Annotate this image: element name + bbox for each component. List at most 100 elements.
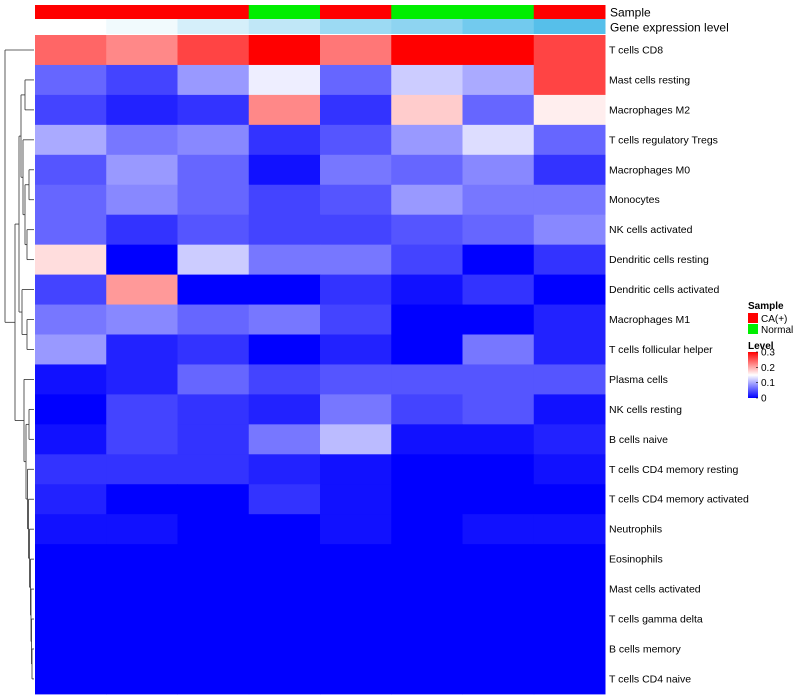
row-label: T cells gamma delta [609,614,703,626]
heatmap-cell [533,574,606,605]
heatmap-cell [106,663,178,695]
heatmap-cell [35,394,107,425]
legend-swatch [748,313,758,323]
heatmap-cell [177,424,250,455]
heatmap-cell [320,574,392,605]
heatmap-cell [35,424,107,455]
heatmap-cell [462,634,535,665]
heatmap-cell [462,364,535,395]
heatmap-cell [462,154,535,186]
heatmap-cell [533,64,606,96]
heatmap-cell [320,124,392,156]
heatmap-cell [106,184,178,216]
sample-annotation-cell [533,5,606,19]
legend-tick-label: 0.1 [761,378,775,389]
legend-tick-label: 0 [761,394,767,405]
heatmap-cell [106,544,178,575]
heatmap-cell [391,94,463,126]
heatmap-cell [533,484,606,515]
heatmap-cell [320,424,392,455]
heatmap-cell [248,304,321,335]
heatmap-cell [248,274,321,306]
sample-annotation-cell [462,5,535,19]
heatmap-cell [391,124,463,156]
heatmap-cell [106,634,178,665]
heatmap-cell [106,154,178,186]
heatmap-cell [106,574,178,605]
heatmap-cell [320,663,392,695]
annotation-bars [35,5,606,34]
row-label: T cells follicular helper [609,344,713,356]
heatmap-cell [35,184,107,216]
row-label: Macrophages M0 [609,164,690,176]
heatmap-cell [320,604,392,635]
heatmap-cell [106,304,178,335]
heatmap-cell [462,514,535,545]
sample-annotation-cell [35,5,107,19]
heatmap-cell [35,94,107,126]
heatmap-cell [533,35,606,66]
heatmap-cell [533,214,606,246]
heatmap-cell [35,634,107,665]
heatmap-cell [391,274,463,306]
heatmap-cell [177,124,250,156]
heatmap-cell [320,214,392,246]
expression-annotation-cell [177,19,250,34]
heatmap-cell [106,484,178,515]
heatmap-cell [391,214,463,246]
heatmap-cell [391,514,463,545]
row-label: NK cells activated [609,224,693,236]
heatmap-cell [320,634,392,665]
heatmap-cell [462,334,535,365]
heatmap-cell [177,394,250,425]
heatmap-cell [462,394,535,425]
heatmap-cell [106,214,178,246]
heatmap-cell [320,35,392,66]
heatmap-cell [320,184,392,216]
heatmap-cell [533,364,606,395]
heatmap-cell [533,634,606,665]
heatmap-cell [177,64,250,96]
heatmap-cell [533,94,606,126]
expression-annotation-cell [391,19,463,34]
heatmap-cell [35,364,107,395]
heatmap-cell [106,274,178,306]
heatmap-cell [533,514,606,545]
heatmap-cell [106,35,178,66]
row-labels: T cells CD8 Mast cells resting Macrophages… [609,44,749,685]
row-label: T cells CD4 memory resting [609,464,738,476]
heatmap-cell [248,634,321,665]
heatmap-cell [462,424,535,455]
heatmap-cell [533,154,606,186]
expression-annotation-cell [462,19,535,34]
heatmap-cell [248,94,321,126]
heatmap-cell [320,394,392,425]
heatmap-cell [35,663,107,695]
heatmap-cell [106,124,178,156]
heatmap-cell [533,274,606,306]
legend-item-label: Normal [761,325,793,336]
heatmap-cell [533,334,606,365]
sample-annotation-cell [320,5,392,19]
heatmap-cell [533,244,606,276]
heatmap-cell [35,64,107,96]
heatmap-cell [320,94,392,126]
heatmap-cell [320,334,392,365]
heatmap-cell [106,334,178,365]
heatmap-cell [248,454,321,485]
row-label: B cells naive [609,434,668,446]
heatmap-cell [248,544,321,575]
row-label: T cells CD8 [609,44,663,56]
row-label: T cells CD4 memory activated [609,494,749,506]
row-label: Mast cells resting [609,74,690,86]
row-label: NK cells resting [609,404,682,416]
legend-tick-label: 0.2 [761,363,775,374]
heatmap-cell [462,574,535,605]
heatmap-cell [391,304,463,335]
row-dendrogram [4,49,34,680]
heatmap-cell [462,35,535,66]
expression-annotation-cell [106,19,178,34]
row-label: Dendritic cells resting [609,254,709,266]
